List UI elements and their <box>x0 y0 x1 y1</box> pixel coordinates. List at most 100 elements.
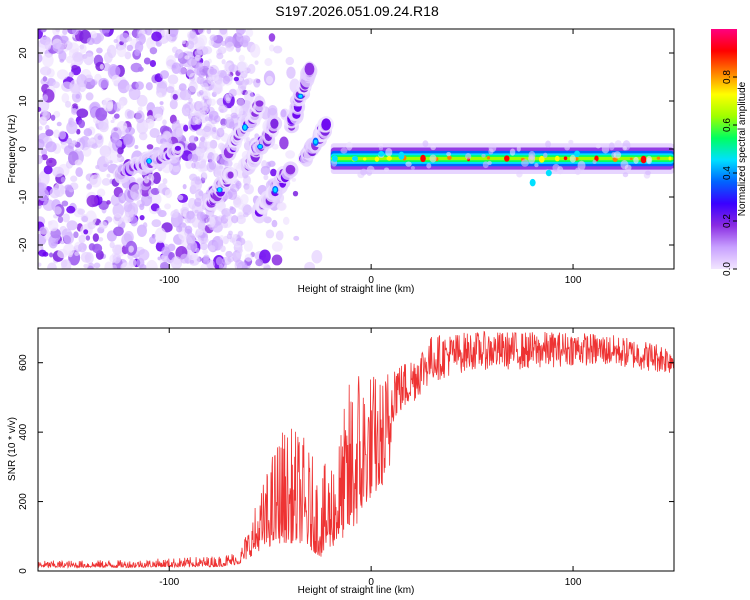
spectrogram-cell <box>529 178 536 187</box>
spectrogram-cell <box>202 106 209 114</box>
spectrogram-cell <box>177 194 184 201</box>
spectrogram-cell <box>243 240 253 252</box>
spectrogram-cell <box>242 204 253 216</box>
spectrogram-cell <box>366 165 375 174</box>
spectrogram-cell <box>75 94 81 99</box>
spectrogram-cell <box>136 94 148 107</box>
spectrogram-x-label: Height of straight line (km) <box>298 284 415 295</box>
carrier-band <box>330 156 674 161</box>
spectrogram-cell <box>38 182 47 192</box>
spectrogram-cell <box>538 155 545 163</box>
spectrogram-cell <box>244 90 254 104</box>
spectrogram-x-tick-label: -100 <box>159 275 179 286</box>
spectrogram-cell <box>195 148 205 157</box>
spectrogram-cell <box>130 184 142 201</box>
spectrogram-cell <box>216 127 225 138</box>
spectrogram-cell <box>185 232 196 246</box>
spectrogram-cell <box>43 165 53 175</box>
spectrogram-cell <box>270 168 277 177</box>
spectrogram-cell <box>145 259 158 269</box>
spectrogram-cell <box>99 63 104 70</box>
spectrogram-cell <box>154 113 163 122</box>
spectrogram-cell <box>76 108 89 119</box>
spectrogram-cell <box>151 31 162 42</box>
spectrogram-cell <box>200 211 206 220</box>
spectrogram-cell <box>96 188 106 197</box>
spectrogram-cell <box>128 86 141 101</box>
spectrogram-cell <box>61 81 73 92</box>
spectrogram-cell <box>97 135 103 141</box>
spectrogram-cell <box>164 188 173 199</box>
spectrogram-cell <box>374 156 380 162</box>
spectrogram-cell <box>218 104 228 113</box>
spectrogram-cell <box>44 41 52 51</box>
spectrogram-cell <box>86 37 95 46</box>
spectrogram-cell <box>481 153 486 158</box>
spectrogram-cell <box>209 139 218 149</box>
spectrogram-cell <box>488 143 497 153</box>
snr-y-tick-label: 600 <box>18 354 29 371</box>
spectrogram-cell <box>38 106 42 112</box>
snr-frame <box>37 327 675 572</box>
spectrogram-cell <box>171 64 177 69</box>
spectrogram-cell <box>38 200 43 206</box>
spectrogram-cell <box>38 125 43 131</box>
spectrogram-cell <box>78 82 87 93</box>
spectrogram-cell <box>624 164 632 171</box>
spectrogram-cell <box>528 150 536 160</box>
spectrogram-cell <box>52 166 65 178</box>
spectrogram-cell <box>45 141 57 153</box>
spectrogram-cell <box>71 108 78 115</box>
spectrogram-cell <box>64 40 73 51</box>
spectrogram-cell <box>40 29 47 33</box>
spectrogram-cell <box>189 259 195 264</box>
spectrogram-cell <box>113 113 120 119</box>
spectrogram-cell <box>516 170 523 178</box>
spectrogram-cell <box>183 124 189 132</box>
spectrogram-cell <box>554 155 560 162</box>
spectrogram-cell <box>280 109 287 118</box>
spectrogram-cell <box>187 142 197 151</box>
spectrogram-cell <box>534 163 539 168</box>
spectrogram-cell <box>304 62 315 76</box>
spectrogram-cell <box>76 128 81 135</box>
spectrogram-cell <box>67 250 73 258</box>
spectrogram-cell <box>255 100 264 107</box>
spectrogram-cell <box>240 193 249 205</box>
spectrogram-cell <box>70 83 81 94</box>
spectrogram-cell <box>175 49 184 59</box>
spectrogram-cell <box>238 61 248 72</box>
spectrogram-cell <box>447 155 452 160</box>
spectrogram-cell <box>646 155 653 165</box>
spectrogram-cell <box>197 34 208 47</box>
spectrogram-cell <box>174 145 182 151</box>
spectrogram-cell <box>230 112 238 119</box>
spectrogram-cell <box>72 51 84 63</box>
spectrogram-cell <box>59 35 69 44</box>
snr-x-tick-label: 100 <box>565 577 582 588</box>
spectrogram-cell <box>66 137 73 145</box>
spectrogram-cell <box>563 156 568 161</box>
spectrogram-cell <box>39 117 47 123</box>
spectrogram-cell <box>106 173 111 178</box>
spectrogram-cell <box>194 54 202 62</box>
spectrogram-cell <box>233 240 242 248</box>
spectrogram-cell <box>166 86 175 94</box>
spectrogram-cell <box>157 92 163 98</box>
spectrogram-cell <box>64 100 72 108</box>
spectrogram-cell <box>66 121 78 135</box>
spectrogram-cell <box>177 215 184 224</box>
spectrogram-cell <box>128 245 134 253</box>
spectrogram-cell <box>228 121 235 129</box>
spectrogram-cell <box>115 43 120 48</box>
spectrogram-cell <box>645 170 651 176</box>
spectrogram-cell <box>250 43 261 58</box>
spectrogram-cell <box>216 52 224 60</box>
spectrogram-cell <box>286 66 296 79</box>
spectrogram-cell <box>221 207 232 217</box>
spectrogram-cell <box>73 231 79 239</box>
spectrogram-cell <box>601 145 610 154</box>
spectrogram-cell <box>245 29 254 38</box>
spectrogram-cell <box>194 178 202 185</box>
